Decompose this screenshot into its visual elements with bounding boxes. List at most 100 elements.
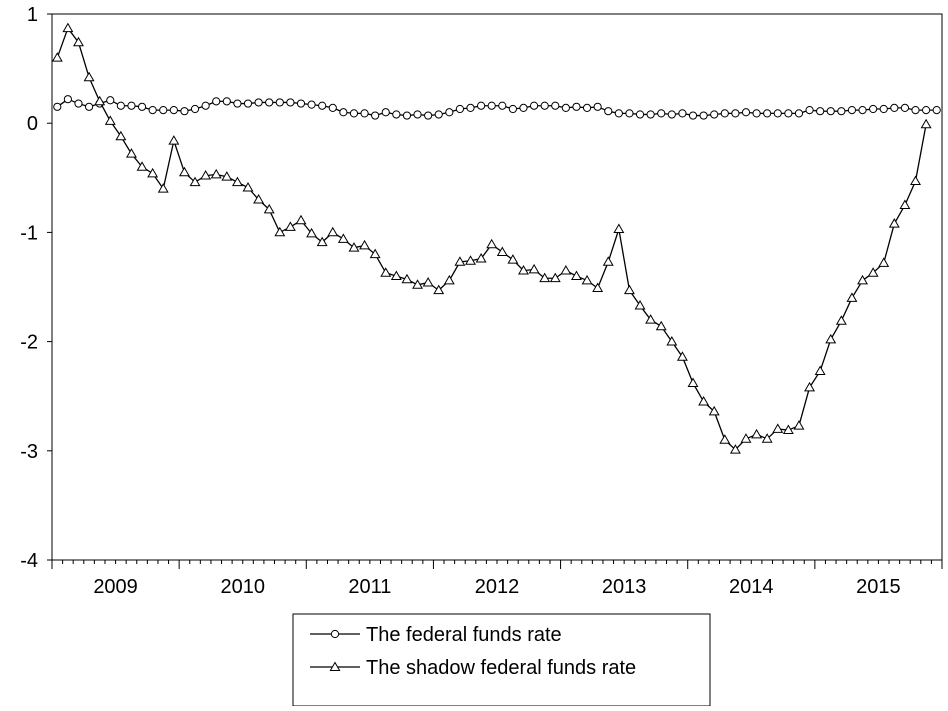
data-point-triangle xyxy=(274,226,286,237)
data-point-circle xyxy=(773,109,782,118)
data-point-circle xyxy=(710,110,719,119)
data-point-circle xyxy=(487,101,496,110)
data-point-triangle xyxy=(666,335,678,346)
data-point-circle xyxy=(784,109,793,118)
data-point-triangle xyxy=(899,199,911,209)
data-point-circle xyxy=(657,109,666,118)
data-point-circle xyxy=(413,110,422,119)
data-point-circle xyxy=(381,108,390,117)
data-point-circle xyxy=(201,101,210,110)
data-point-circle xyxy=(137,102,147,111)
data-point-circle xyxy=(582,103,592,113)
data-point-triangle xyxy=(857,274,869,285)
data-point-triangle xyxy=(433,284,445,295)
data-point-circle xyxy=(349,109,359,118)
data-point-circle xyxy=(540,101,549,110)
data-point-triangle xyxy=(412,279,423,289)
data-point-triangle xyxy=(676,351,688,361)
x-tick-label: 2010 xyxy=(220,576,265,598)
data-point-triangle xyxy=(867,267,879,277)
data-point-circle xyxy=(275,98,284,107)
data-point-triangle xyxy=(878,257,890,267)
data-point-triangle xyxy=(189,176,201,187)
data-point-triangle xyxy=(825,333,837,344)
data-point-circle xyxy=(720,109,729,118)
x-axis: 2009 2010 2011 2012 2013 2014 2015 xyxy=(51,560,943,598)
data-point-circle xyxy=(265,98,274,107)
data-point-circle xyxy=(84,102,94,111)
data-point-circle xyxy=(318,101,327,110)
data-point-circle xyxy=(529,101,539,110)
data-point-circle xyxy=(212,97,221,106)
data-point-triangle xyxy=(539,272,551,283)
data-point-triangle xyxy=(115,130,127,141)
series-layer xyxy=(51,22,941,454)
data-point-circle xyxy=(371,111,380,120)
data-point-circle xyxy=(763,109,772,118)
data-point-circle xyxy=(625,109,634,118)
data-point-circle xyxy=(646,110,655,119)
data-point-triangle xyxy=(200,170,212,180)
data-point-triangle xyxy=(284,221,296,231)
data-point-triangle xyxy=(581,274,593,285)
data-point-circle xyxy=(805,105,814,115)
legend-label-shadow-federal-funds-rate: The shadow federal funds rate xyxy=(366,657,636,679)
data-point-triangle xyxy=(369,248,381,259)
data-point-triangle xyxy=(835,315,847,325)
x-tick-label: 2013 xyxy=(602,576,647,598)
data-point-triangle xyxy=(518,265,529,275)
y-tick-label: 1 xyxy=(27,4,38,26)
data-point-triangle xyxy=(359,239,371,250)
data-point-triangle xyxy=(804,381,816,392)
data-point-circle xyxy=(127,101,136,110)
data-point-triangle xyxy=(62,22,74,33)
legend-box xyxy=(292,613,711,707)
data-point-circle xyxy=(561,103,570,113)
data-point-circle xyxy=(794,109,804,118)
data-point-circle xyxy=(932,105,941,115)
y-axis: 1 0 -1 -2 -3 -4 xyxy=(20,4,52,572)
data-point-circle xyxy=(741,108,751,117)
data-point-triangle xyxy=(231,176,243,187)
legend: The federal funds rate The shadow federa… xyxy=(292,613,711,707)
data-point-circle xyxy=(424,111,433,120)
data-point-circle xyxy=(106,96,115,105)
data-point-circle xyxy=(551,101,560,110)
data-point-triangle xyxy=(136,161,148,171)
data-point-circle xyxy=(116,101,125,110)
data-point-circle xyxy=(402,111,412,120)
data-point-triangle xyxy=(210,168,222,179)
data-point-triangle xyxy=(655,320,667,331)
data-point-triangle xyxy=(178,166,190,177)
data-point-circle xyxy=(328,103,337,113)
data-point-triangle xyxy=(316,236,328,247)
data-point-triangle xyxy=(390,270,402,280)
data-point-circle xyxy=(869,104,878,114)
data-point-triangle xyxy=(348,242,360,252)
data-point-circle xyxy=(243,99,253,108)
data-point-circle xyxy=(816,107,825,116)
y-tick-label: 0 xyxy=(27,113,38,135)
plot-area xyxy=(51,13,943,561)
data-point-circle xyxy=(890,103,899,113)
data-point-circle xyxy=(847,105,857,115)
data-point-triangle xyxy=(634,299,646,310)
data-point-triangle xyxy=(687,377,699,387)
data-point-triangle xyxy=(295,214,307,225)
data-point-triangle xyxy=(751,428,763,439)
data-point-triangle xyxy=(814,365,826,375)
data-point-triangle xyxy=(327,226,339,237)
data-point-circle xyxy=(837,107,846,116)
data-point-circle xyxy=(498,101,507,110)
data-point-triangle xyxy=(147,167,159,178)
series-federal-funds-rate xyxy=(53,95,941,120)
data-point-triangle xyxy=(549,272,561,283)
data-point-circle xyxy=(688,111,698,120)
data-point-triangle xyxy=(465,255,476,265)
data-point-circle xyxy=(360,109,369,118)
data-point-triangle xyxy=(570,270,582,280)
data-point-circle xyxy=(699,111,708,120)
legend-item-federal-funds-rate: The federal funds rate xyxy=(310,624,562,646)
data-point-triangle xyxy=(104,115,116,125)
